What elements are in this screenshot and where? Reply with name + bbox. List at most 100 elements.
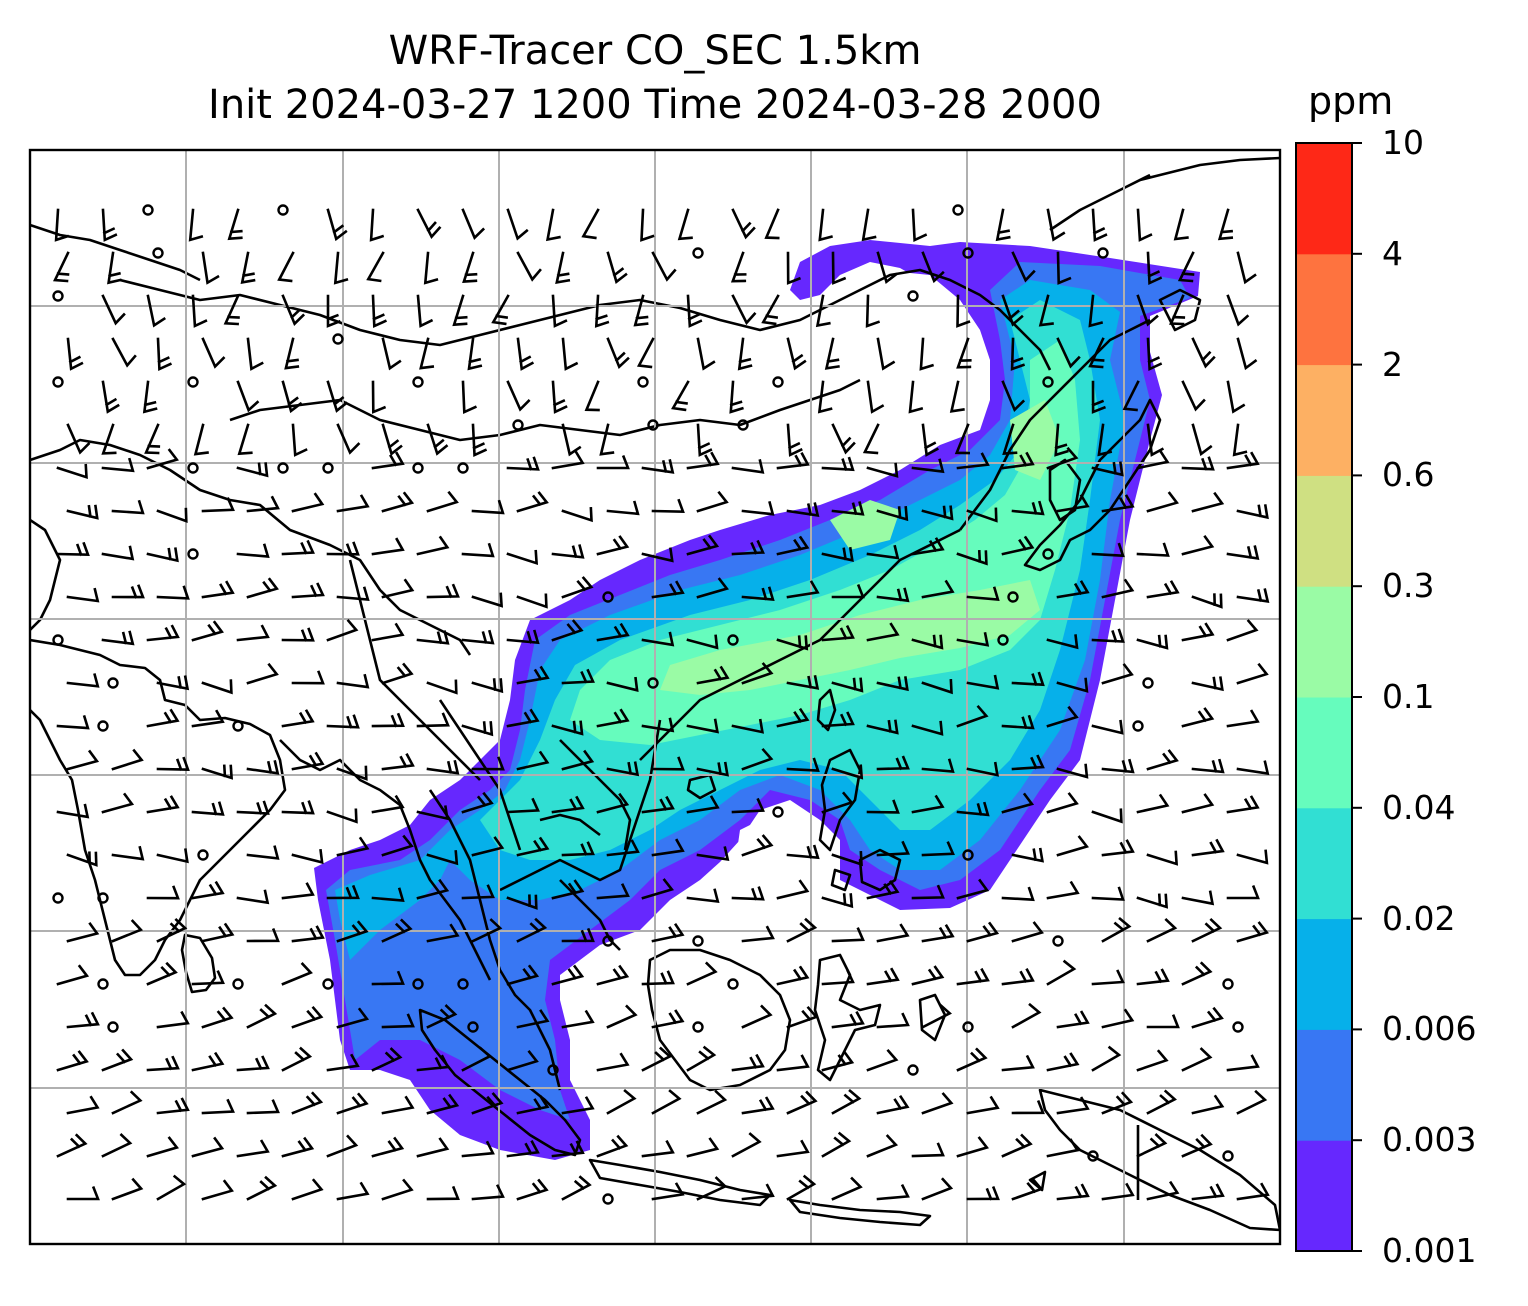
wind-barb	[786, 423, 803, 457]
wind-barb	[551, 294, 568, 328]
wind-barb	[1101, 578, 1135, 599]
wind-barb	[911, 634, 944, 650]
wind-barb	[237, 423, 253, 456]
lesser-sunda	[788, 1198, 932, 1227]
wind-barb	[831, 677, 864, 693]
wind-barb	[651, 922, 685, 943]
calm-wind-marker	[692, 935, 704, 947]
wind-barb	[786, 757, 820, 772]
wind-barb	[381, 337, 402, 371]
wind-barb	[737, 337, 753, 371]
wind-barb	[731, 797, 765, 814]
wind-barb	[201, 1098, 235, 1115]
wind-barb	[776, 965, 810, 986]
wind-barb	[776, 535, 810, 556]
wind-barb	[236, 462, 269, 478]
wind-barb	[1217, 208, 1234, 241]
calm-wind-marker	[187, 376, 199, 388]
wind-barb	[461, 1140, 495, 1158]
wind-barb	[246, 760, 280, 775]
wind-barb	[1146, 491, 1179, 513]
wind-barb	[381, 834, 414, 857]
calm-wind-marker	[1222, 1150, 1234, 1162]
central-asia-borders	[30, 223, 201, 282]
west-coast	[30, 518, 62, 631]
wind-barb	[1091, 380, 1106, 414]
colorbar-segment	[1296, 918, 1352, 1030]
wind-barb	[381, 918, 413, 943]
wind-barb	[876, 1183, 910, 1201]
wind-barb	[1146, 251, 1163, 285]
wind-barb	[1046, 446, 1079, 470]
wind-barb	[606, 1088, 637, 1115]
calm-wind-marker	[277, 204, 289, 216]
wind-barb	[686, 451, 720, 470]
wind-barb	[291, 925, 325, 943]
wind-barb	[506, 1140, 540, 1158]
wind-barb	[606, 500, 640, 516]
wind-barb	[561, 337, 579, 371]
wind-barb	[651, 1182, 685, 1201]
wind-barb	[821, 546, 854, 562]
wind-barb	[156, 848, 189, 864]
wind-barb	[594, 294, 610, 328]
calm-wind-marker	[412, 462, 424, 474]
wind-barb	[641, 1046, 673, 1072]
wind-barb	[156, 917, 188, 943]
wind-barb	[1146, 580, 1180, 599]
wind-barb	[1226, 709, 1260, 728]
calm-wind-marker	[512, 419, 524, 431]
wind-barb	[866, 544, 900, 560]
wind-barb	[191, 1051, 225, 1072]
wind-barb	[66, 587, 100, 603]
wind-barb	[246, 1003, 278, 1029]
wind-barb	[921, 841, 955, 857]
gridlines	[30, 150, 1280, 1244]
wind-barb	[776, 452, 810, 470]
wind-barb	[146, 294, 166, 328]
maluku	[918, 993, 947, 1042]
wind-barb	[506, 629, 540, 645]
calm-wind-marker	[1042, 548, 1054, 560]
wind-barb	[381, 753, 415, 771]
colorbar-tick-label: 0.02	[1382, 898, 1456, 938]
calm-wind-marker	[52, 290, 64, 302]
wind-barb	[921, 758, 955, 773]
wind-barb	[66, 1011, 100, 1029]
colorbar-tick-label: 0.001	[1382, 1231, 1477, 1270]
wind-barb	[1091, 461, 1124, 477]
wind-barb	[876, 1095, 910, 1115]
wind-barb	[1002, 423, 1018, 456]
wind-barb	[741, 747, 774, 771]
wind-barb	[336, 1007, 370, 1029]
wind-barb	[821, 711, 855, 728]
wind-barb	[326, 294, 341, 328]
wind-barb	[111, 584, 145, 599]
wind-barb	[606, 676, 639, 693]
calm-wind-marker	[232, 978, 244, 990]
borneo	[646, 948, 792, 1092]
wind-barb	[291, 492, 325, 513]
wind-barb	[1191, 676, 1224, 692]
wind-barb	[201, 580, 235, 599]
wind-barb	[551, 720, 584, 736]
wind-barb	[1046, 1138, 1080, 1158]
wind-barb	[596, 1052, 630, 1072]
wind-barb	[866, 1048, 899, 1072]
wind-barb	[561, 576, 594, 599]
wind-barb	[471, 1184, 505, 1201]
colorbar-tick-label: 0.006	[1382, 1009, 1477, 1049]
wind-barb	[876, 251, 898, 284]
wind-barb	[419, 337, 435, 370]
wind-barb	[1056, 835, 1089, 857]
wind-barb	[866, 1134, 899, 1158]
wind-barb	[821, 791, 854, 814]
wind-barb	[336, 586, 370, 602]
wind-barb	[1091, 208, 1108, 242]
calm-wind-marker	[107, 1021, 119, 1033]
wind-barb	[1181, 534, 1215, 556]
wind-barb	[956, 967, 990, 986]
wind-barb	[633, 294, 649, 327]
wind-barb	[371, 887, 405, 902]
wind-barb	[326, 541, 360, 556]
